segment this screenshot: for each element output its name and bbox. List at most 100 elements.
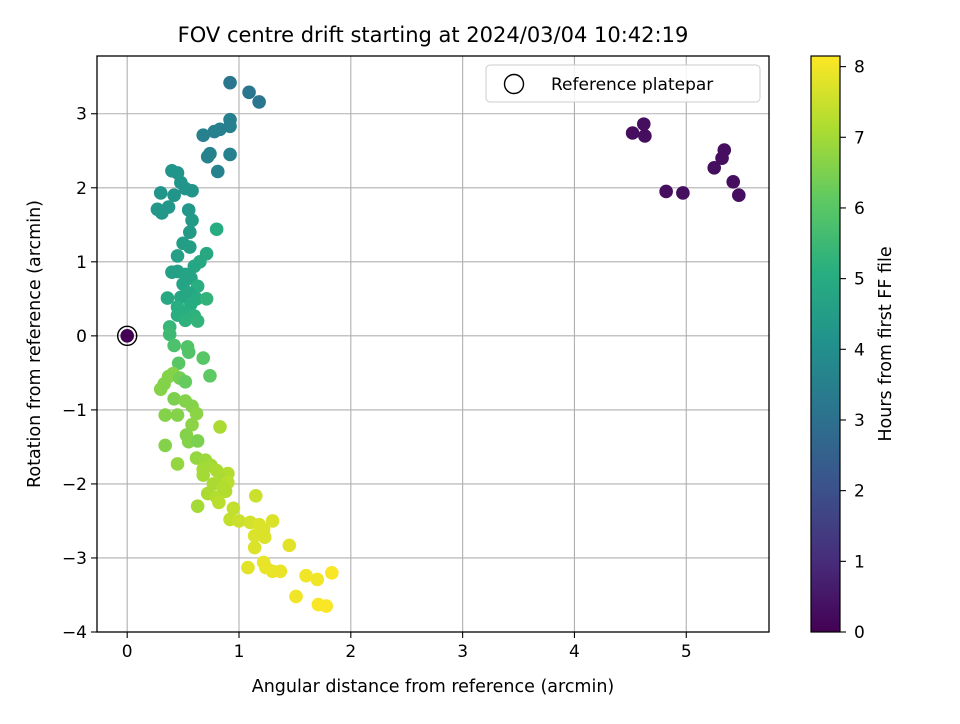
colorbar-tick-label: 8	[854, 58, 865, 78]
colorbar-label: Hours from first FF file	[876, 246, 896, 441]
colorbar-tick-label: 1	[854, 552, 865, 572]
data-point	[170, 249, 185, 263]
data-point	[171, 356, 186, 371]
data-point	[717, 143, 732, 157]
y-tick-label: 2	[76, 179, 87, 199]
colorbar-tick-label: 3	[854, 411, 865, 431]
data-point	[676, 186, 690, 200]
data-point	[252, 95, 266, 109]
colorbar-ticks: 0 1 2 3 4 5 6 7 8	[840, 58, 865, 643]
data-point	[153, 186, 168, 200]
colorbar-tick-label: 5	[854, 270, 865, 290]
data-point	[185, 417, 199, 432]
data-point	[299, 568, 313, 583]
data-point	[726, 175, 741, 189]
colorbar-tick-label: 0	[854, 623, 865, 643]
data-point	[325, 565, 339, 580]
data-point	[190, 314, 205, 328]
data-point	[319, 599, 334, 613]
colorbar-gradient	[810, 55, 841, 633]
data-point	[310, 572, 325, 587]
data-point	[170, 408, 185, 422]
x-tick-label: 0	[122, 642, 133, 662]
data-point	[185, 183, 199, 198]
x-tick-label: 4	[569, 642, 580, 662]
data-point	[181, 203, 196, 217]
data-point	[210, 164, 225, 179]
data-point	[196, 468, 211, 482]
plot-frame	[96, 55, 770, 633]
data-point	[167, 338, 181, 353]
data-point	[636, 117, 651, 131]
y-axis-label: Rotation from reference (arcmin)	[25, 200, 45, 488]
grid-lines	[97, 56, 769, 632]
y-axis-ticks: −4 −3 −2 −1 0 1 2 3	[62, 105, 97, 643]
data-point	[289, 589, 303, 604]
data-point	[265, 514, 280, 528]
data-point	[196, 351, 211, 365]
data-point	[178, 313, 193, 328]
reference-point	[120, 329, 134, 343]
data-point	[162, 327, 177, 342]
data-point	[170, 457, 185, 471]
data-point	[209, 222, 224, 237]
y-tick-label: 1	[76, 253, 87, 273]
legend-entry-label: Reference platepar	[551, 75, 713, 95]
data-point	[218, 484, 233, 499]
data-point	[223, 75, 237, 90]
data-point	[257, 530, 272, 545]
y-tick-label: 0	[76, 327, 87, 347]
colorbar-tick-label: 7	[854, 128, 865, 148]
data-point	[732, 188, 746, 202]
y-tick-label: −2	[62, 475, 87, 495]
x-tick-label: 3	[457, 642, 468, 662]
data-point	[158, 438, 173, 453]
data-point	[190, 434, 205, 448]
data-point	[189, 406, 204, 421]
legend-box	[485, 64, 761, 103]
x-axis-ticks: 0 1 2 3 4 5	[122, 632, 692, 662]
y-tick-label: −4	[62, 623, 87, 643]
data-point	[659, 184, 673, 199]
data-point	[203, 369, 217, 383]
data-point	[153, 382, 168, 396]
y-tick-label: 3	[76, 105, 87, 125]
data-point	[199, 292, 214, 306]
data-point	[183, 240, 197, 254]
data-point	[212, 495, 226, 510]
data-point	[207, 124, 222, 139]
data-point	[185, 213, 199, 228]
x-axis-label: Angular distance from reference (arcmin)	[252, 677, 615, 697]
data-point	[160, 291, 175, 305]
data-point	[638, 129, 652, 143]
reference-ring	[116, 325, 138, 347]
chart-title: FOV centre drift starting at 2024/03/04 …	[178, 23, 689, 47]
legend: Reference platepar	[485, 64, 761, 103]
data-point	[282, 538, 297, 553]
data-point	[190, 499, 205, 513]
colorbar-tick-label: 2	[854, 482, 865, 502]
colorbar-tick-label: 6	[854, 199, 865, 219]
y-tick-label: −3	[62, 549, 87, 569]
data-point	[181, 345, 196, 359]
data-point	[167, 188, 181, 202]
data-point	[232, 514, 246, 528]
data-point	[242, 85, 256, 100]
data-point	[273, 564, 288, 579]
data-point	[625, 126, 640, 140]
data-point	[187, 259, 202, 274]
y-tick-label: −1	[62, 401, 87, 421]
reference-platepar-marker	[116, 325, 138, 347]
data-point	[248, 488, 263, 503]
data-point	[200, 149, 215, 164]
data-point	[161, 200, 176, 214]
data-point	[241, 560, 255, 575]
x-tick-label: 2	[345, 642, 356, 662]
colorbar-tick-label: 4	[854, 340, 865, 360]
data-point	[707, 160, 722, 175]
data-point	[183, 225, 197, 240]
data-point	[226, 501, 241, 516]
data-point	[196, 128, 211, 143]
data-point	[223, 147, 237, 162]
